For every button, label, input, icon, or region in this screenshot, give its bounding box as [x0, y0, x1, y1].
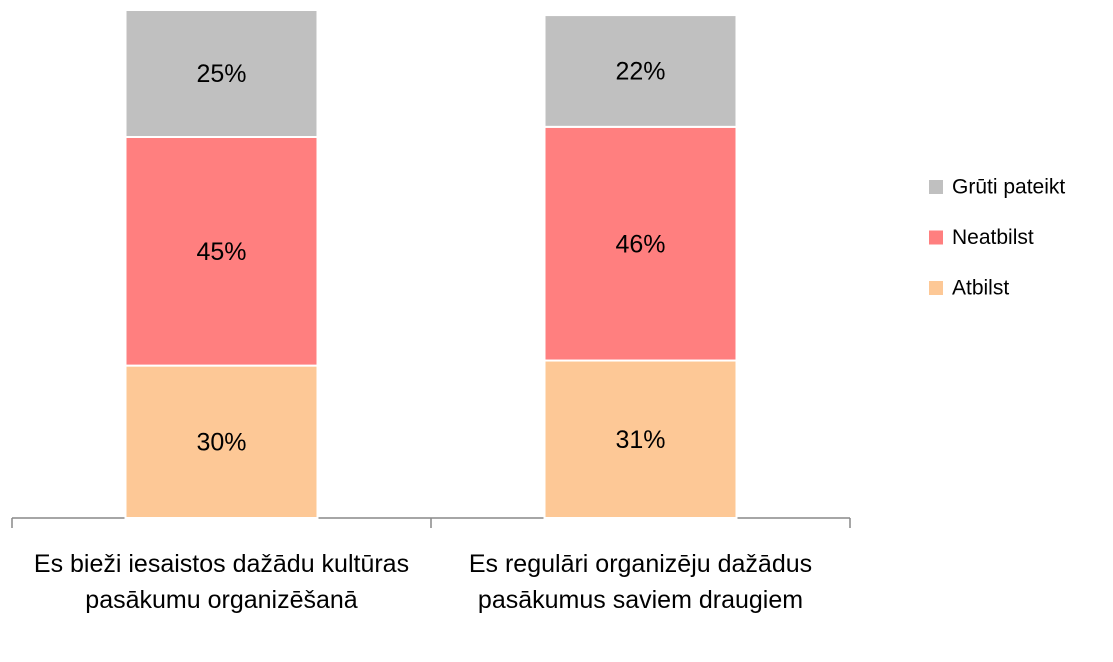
data-label: 30%: [196, 428, 246, 456]
data-label: 46%: [615, 230, 665, 258]
bar-segment: [124, 364, 319, 519]
x-tick-label: Es regulāri organizēju dažādus pasākumus…: [468, 550, 813, 614]
data-label: 25%: [196, 60, 246, 88]
data-label: 45%: [196, 238, 246, 266]
x-tick-label: Es bieži iesaistos dažādu kultūras pasāk…: [33, 550, 410, 614]
bar-segment: [543, 359, 738, 519]
legend-label: Neatbilst: [952, 226, 1034, 249]
legend-swatch: [929, 230, 943, 245]
legend-swatch: [929, 180, 943, 194]
bar-segment: [124, 9, 319, 138]
data-label: 22%: [615, 58, 665, 86]
bar-segment: [543, 14, 738, 128]
legend-swatch: [929, 281, 943, 295]
legend-label: Grūti pateikt: [952, 176, 1065, 199]
bar-segment: [124, 136, 319, 367]
data-label: 31%: [615, 426, 665, 454]
bar-segment: [543, 125, 738, 362]
legend-label: Atbilst: [952, 277, 1009, 300]
